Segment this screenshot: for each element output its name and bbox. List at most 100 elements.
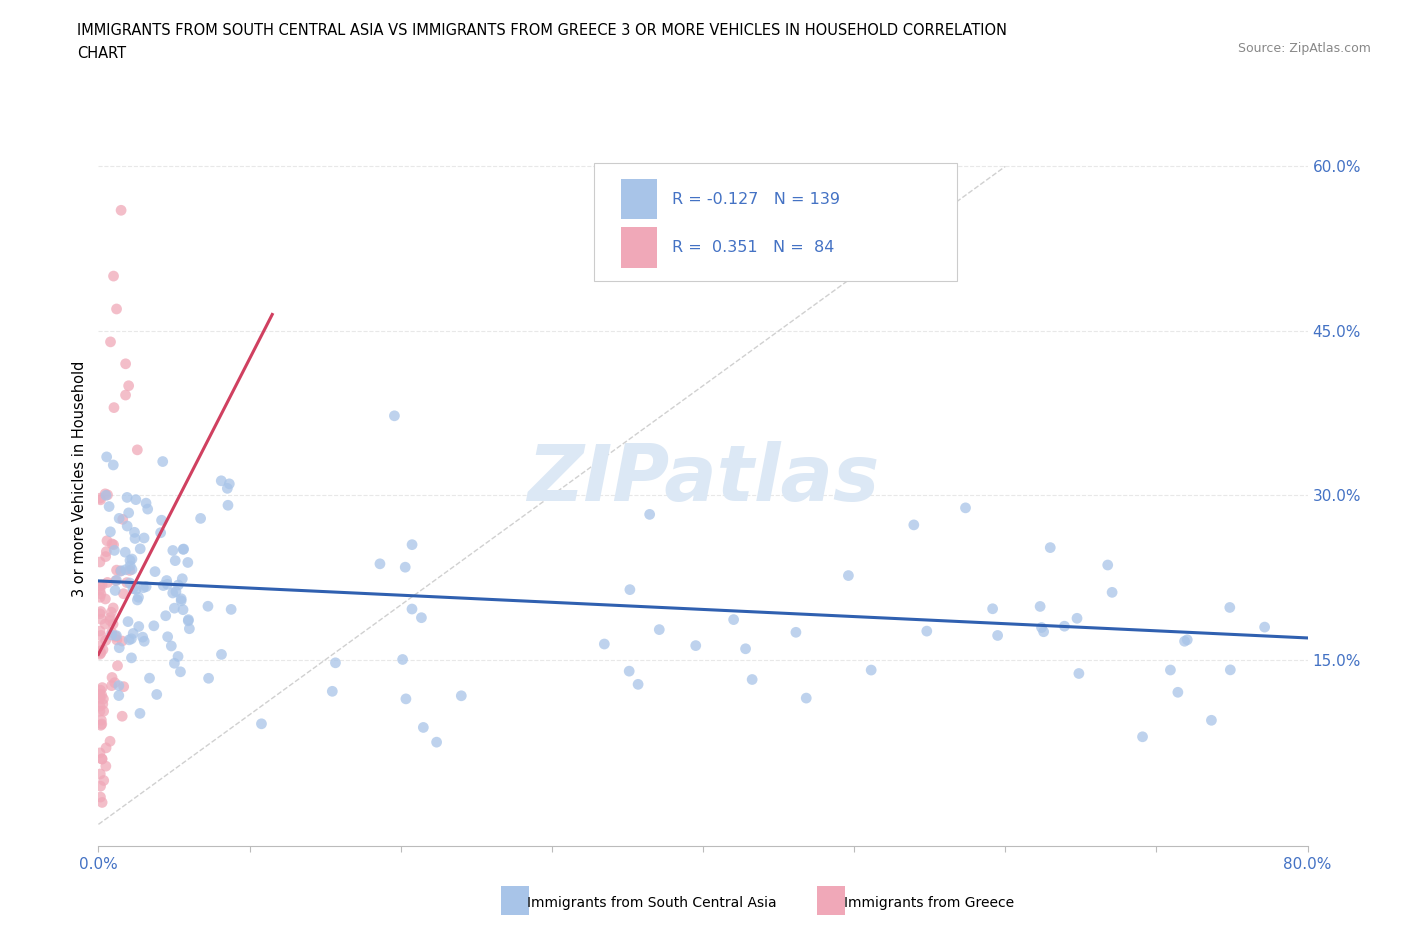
Point	[219, 602, 242, 617]
Text: IMMIGRANTS FROM SOUTH CENTRAL ASIA VS IMMIGRANTS FROM GREECE 3 OR MORE VEHICLES : IMMIGRANTS FROM SOUTH CENTRAL ASIA VS IM…	[77, 23, 1007, 38]
FancyBboxPatch shape	[621, 227, 657, 268]
Point	[131, 630, 153, 644]
Point	[112, 586, 135, 601]
Point	[785, 625, 807, 640]
Point	[90, 717, 112, 732]
Point	[1167, 684, 1189, 699]
Point	[89, 590, 111, 604]
Point	[101, 617, 124, 631]
Point	[98, 613, 121, 628]
Point	[108, 511, 131, 525]
Point	[135, 496, 157, 511]
Point	[90, 645, 112, 660]
Point	[619, 582, 641, 597]
Point	[412, 720, 434, 735]
Point	[170, 593, 193, 608]
Point	[1053, 618, 1076, 633]
Point	[98, 734, 121, 749]
Point	[115, 575, 138, 590]
Point	[426, 735, 449, 750]
Point	[111, 633, 134, 648]
Point	[94, 488, 117, 503]
Point	[94, 486, 117, 501]
Point	[134, 634, 156, 649]
Point	[794, 691, 817, 706]
Point	[121, 562, 143, 577]
FancyBboxPatch shape	[595, 163, 957, 281]
Point	[108, 678, 131, 693]
Point	[1201, 713, 1223, 728]
Point	[129, 706, 152, 721]
Point	[93, 692, 115, 707]
Point	[1101, 585, 1123, 600]
Point	[167, 578, 190, 592]
Point	[1174, 634, 1197, 649]
Point	[100, 678, 122, 693]
Point	[209, 473, 232, 488]
Point	[384, 408, 406, 423]
Point	[90, 587, 112, 602]
Point	[89, 698, 111, 713]
Point	[211, 647, 233, 662]
Point	[90, 751, 112, 766]
Point	[110, 564, 132, 578]
Point	[89, 554, 111, 569]
Point	[122, 581, 145, 596]
Point	[105, 629, 128, 644]
Point	[89, 683, 111, 698]
Point	[93, 773, 115, 788]
Point	[90, 604, 112, 619]
Point	[145, 687, 167, 702]
Point	[114, 388, 136, 403]
Point	[112, 679, 135, 694]
Text: ZIPatlas: ZIPatlas	[527, 441, 879, 517]
Point	[89, 624, 111, 639]
Text: CHART: CHART	[77, 46, 127, 61]
Point	[103, 269, 125, 284]
Point	[741, 672, 763, 687]
Point	[648, 622, 671, 637]
Point	[94, 617, 117, 631]
Point	[94, 591, 117, 606]
Point	[91, 643, 114, 658]
Point	[132, 580, 155, 595]
Point	[105, 573, 128, 588]
Point	[129, 541, 152, 556]
Point	[156, 573, 179, 588]
Point	[860, 662, 883, 677]
Point	[1219, 600, 1241, 615]
Point	[627, 677, 650, 692]
Point	[111, 709, 134, 724]
Point	[128, 619, 150, 634]
Point	[638, 507, 661, 522]
Point	[94, 549, 117, 564]
Point	[190, 511, 212, 525]
Point	[101, 670, 124, 684]
Y-axis label: 3 or more Vehicles in Household: 3 or more Vehicles in Household	[72, 361, 87, 597]
Point	[114, 545, 136, 560]
Point	[723, 612, 745, 627]
Point	[250, 716, 273, 731]
Point	[368, 556, 391, 571]
Point	[143, 565, 166, 579]
Point	[127, 443, 149, 458]
Point	[321, 684, 343, 698]
Point	[150, 512, 173, 527]
Point	[155, 608, 177, 623]
Point	[172, 571, 194, 586]
Point	[177, 555, 200, 570]
Point	[172, 542, 194, 557]
Point	[114, 356, 136, 371]
Point	[118, 632, 141, 647]
Point	[837, 568, 859, 583]
Point	[915, 624, 938, 639]
Point	[167, 649, 190, 664]
Point	[89, 583, 111, 598]
Point	[165, 553, 187, 568]
Point	[101, 537, 124, 551]
Point	[394, 560, 416, 575]
Point	[121, 551, 143, 566]
Point	[124, 525, 146, 539]
Point	[96, 533, 118, 548]
Point	[152, 454, 174, 469]
